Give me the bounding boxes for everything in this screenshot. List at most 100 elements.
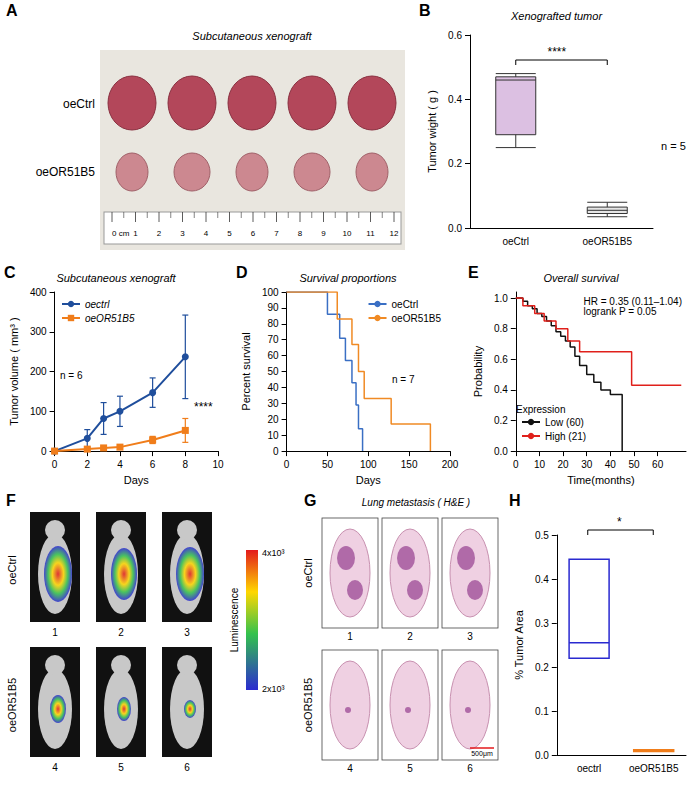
svg-text:50: 50 [322,459,334,470]
svg-text:% Tumor Area: % Tumor Area [513,609,525,680]
svg-text:0 cm: 0 cm [112,229,130,238]
svg-text:80: 80 [267,318,279,329]
svg-text:0.1: 0.1 [535,706,549,717]
svg-text:4: 4 [52,762,58,773]
svg-text:Overall survival: Overall survival [543,272,619,284]
svg-text:9: 9 [321,229,326,238]
svg-text:Luminescence: Luminescence [229,587,240,652]
svg-text:5: 5 [227,229,232,238]
svg-text:oeOR51B5: oeOR51B5 [392,313,442,324]
svg-text:70: 70 [267,334,279,345]
svg-text:0.6: 0.6 [494,354,508,365]
svg-text:****: **** [548,45,567,59]
svg-text:0.4: 0.4 [494,384,508,395]
svg-text:oeCtrl: oeCtrl [6,555,18,584]
svg-text:oectrl: oectrl [85,299,110,310]
svg-text:3: 3 [184,627,190,638]
svg-text:0: 0 [273,446,279,457]
svg-text:Days: Days [124,474,150,486]
svg-text:30: 30 [267,398,279,409]
svg-text:400: 400 [30,287,47,298]
svg-text:0.5: 0.5 [535,530,549,541]
svg-text:Tumor volume ( mm³ ): Tumor volume ( mm³ ) [8,317,20,425]
svg-text:*: * [617,515,622,529]
svg-text:11: 11 [366,229,375,238]
svg-text:oeCtrl: oeCtrl [63,97,95,111]
svg-text:Subcutaneous xenograft: Subcutaneous xenograft [192,30,312,42]
svg-text:0.0: 0.0 [535,750,549,761]
svg-text:logrank P = 0.05: logrank P = 0.05 [584,306,657,317]
svg-text:60: 60 [267,350,279,361]
svg-text:12: 12 [390,229,399,238]
svg-text:0.0: 0.0 [494,446,508,457]
svg-text:0.3: 0.3 [535,618,549,629]
svg-text:4: 4 [204,229,209,238]
svg-text:1: 1 [347,631,353,642]
svg-text:Survival proportions: Survival proportions [299,272,397,284]
svg-text:2: 2 [118,627,124,638]
svg-text:oeOR51B5: oeOR51B5 [6,678,18,732]
svg-text:0: 0 [513,459,519,470]
svg-text:oeCtrl: oeCtrl [502,236,529,247]
svg-text:oeOR51B5: oeOR51B5 [85,313,135,324]
svg-text:Xenografted tumor: Xenografted tumor [510,10,603,22]
svg-text:A: A [6,2,18,19]
svg-text:6: 6 [467,763,473,774]
svg-text:n = 7: n = 7 [392,374,415,385]
svg-text:Expression: Expression [516,404,565,415]
svg-text:oeOR51B5: oeOR51B5 [583,236,633,247]
svg-text:0.0: 0.0 [448,223,462,234]
svg-text:10: 10 [534,459,546,470]
svg-text:3: 3 [467,631,473,642]
svg-text:0.2: 0.2 [448,158,462,169]
svg-text:0.4: 0.4 [448,94,462,105]
svg-text:0.8: 0.8 [494,323,508,334]
svg-text:40: 40 [267,382,279,393]
svg-text:oeOR51B5: oeOR51B5 [629,763,679,774]
svg-text:Probability: Probability [472,345,484,397]
svg-text:Low (60): Low (60) [545,417,584,428]
svg-text:100: 100 [30,406,47,417]
svg-text:0: 0 [41,446,47,457]
svg-text:2: 2 [157,229,162,238]
svg-text:60: 60 [652,459,664,470]
svg-text:100: 100 [360,459,377,470]
svg-text:40: 40 [605,459,617,470]
svg-text:F: F [6,492,16,509]
svg-text:2x10³: 2x10³ [262,684,285,694]
svg-text:500μm: 500μm [471,750,493,758]
svg-text:300: 300 [30,326,47,337]
svg-text:10: 10 [212,459,224,470]
svg-text:10: 10 [267,430,279,441]
svg-text:6: 6 [184,762,190,773]
svg-text:30: 30 [581,459,593,470]
svg-text:10: 10 [343,229,352,238]
svg-text:G: G [304,492,316,509]
svg-text:1: 1 [133,229,138,238]
svg-text:oeCtrl: oeCtrl [392,299,419,310]
svg-text:High (21): High (21) [545,431,586,442]
svg-text:6: 6 [150,459,156,470]
svg-text:8: 8 [183,459,189,470]
svg-text:50: 50 [628,459,640,470]
svg-text:20: 20 [267,414,279,425]
svg-text:6: 6 [251,229,256,238]
svg-text:200: 200 [442,459,459,470]
svg-text:90: 90 [267,302,279,313]
svg-text:oeOR51B5: oeOR51B5 [302,678,314,732]
svg-text:0: 0 [284,459,290,470]
svg-text:Percent survival: Percent survival [240,332,252,410]
svg-text:3: 3 [180,229,185,238]
svg-text:4x10³: 4x10³ [262,548,285,558]
svg-text:Lung metastasis ( H&E ): Lung metastasis ( H&E ) [362,497,470,508]
svg-text:20: 20 [558,459,570,470]
svg-text:0.6: 0.6 [448,30,462,41]
svg-text:1: 1 [52,627,58,638]
svg-text:0.4: 0.4 [535,574,549,585]
svg-text:8: 8 [298,229,303,238]
svg-text:oeOR51B5: oeOR51B5 [36,165,96,179]
svg-text:1.0: 1.0 [494,293,508,304]
svg-text:n = 5: n = 5 [661,140,686,152]
svg-text:5: 5 [118,762,124,773]
svg-text:0.2: 0.2 [535,662,549,673]
